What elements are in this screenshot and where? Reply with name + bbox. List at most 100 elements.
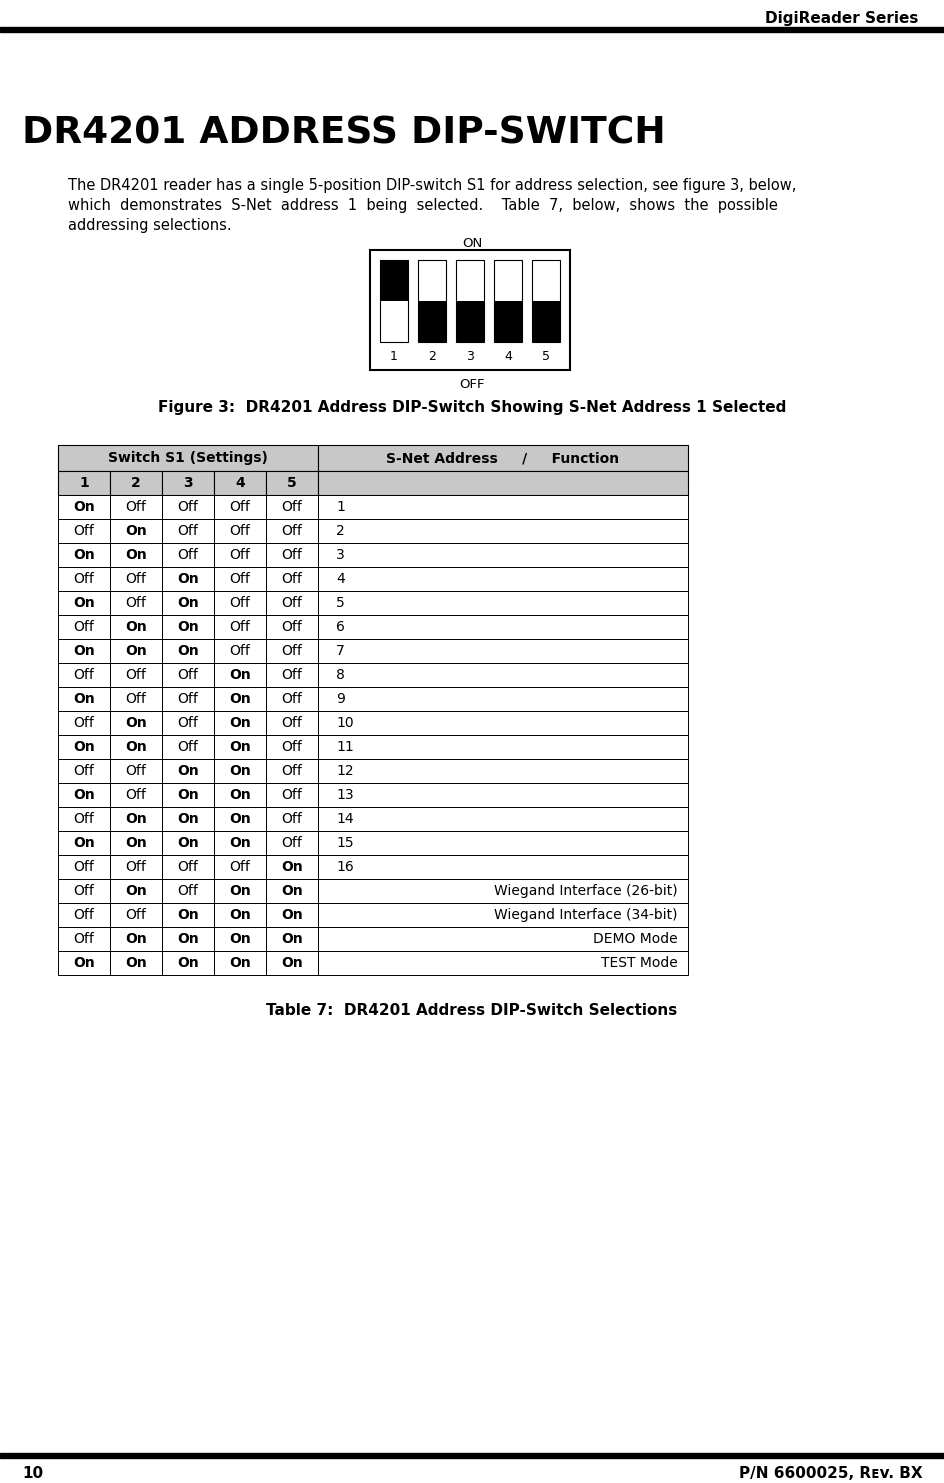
Text: 2: 2 xyxy=(336,523,345,538)
Text: On: On xyxy=(280,957,303,970)
Bar xyxy=(110,951,161,974)
Text: Off: Off xyxy=(126,908,146,922)
Bar xyxy=(58,495,110,519)
Text: On: On xyxy=(228,931,250,946)
Text: 2: 2 xyxy=(428,350,435,363)
Text: 1: 1 xyxy=(336,500,345,515)
Bar xyxy=(110,687,161,710)
Text: Off: Off xyxy=(126,667,146,682)
Bar xyxy=(494,260,521,343)
Bar xyxy=(110,879,161,903)
Text: On: On xyxy=(228,667,250,682)
Text: Off: Off xyxy=(229,620,250,635)
Text: TEST Mode: TEST Mode xyxy=(600,957,677,970)
Text: Off: Off xyxy=(177,549,198,562)
Text: 5: 5 xyxy=(542,350,549,363)
Text: On: On xyxy=(228,813,250,826)
Bar xyxy=(58,807,110,830)
Bar xyxy=(265,951,318,974)
Text: 9: 9 xyxy=(336,693,345,706)
Bar xyxy=(161,710,213,736)
Text: Off: Off xyxy=(74,884,94,899)
Bar xyxy=(265,495,318,519)
Text: Off: Off xyxy=(126,693,146,706)
Bar xyxy=(417,260,446,343)
Text: 14: 14 xyxy=(336,813,353,826)
Text: On: On xyxy=(125,620,146,635)
Bar xyxy=(161,951,213,974)
Text: On: On xyxy=(73,500,94,515)
Text: On: On xyxy=(73,596,94,610)
Bar xyxy=(265,856,318,879)
Text: On: On xyxy=(73,549,94,562)
Text: On: On xyxy=(73,787,94,802)
Text: On: On xyxy=(177,957,198,970)
Bar xyxy=(110,615,161,639)
Bar xyxy=(318,687,687,710)
Text: Off: Off xyxy=(74,764,94,779)
Text: On: On xyxy=(228,787,250,802)
Text: On: On xyxy=(280,860,303,873)
Bar xyxy=(318,495,687,519)
Bar xyxy=(318,472,687,495)
Bar xyxy=(531,301,560,343)
Bar xyxy=(318,856,687,879)
Text: 5: 5 xyxy=(336,596,345,610)
Bar xyxy=(58,951,110,974)
Bar xyxy=(318,783,687,807)
Bar xyxy=(265,663,318,687)
Text: Off: Off xyxy=(229,572,250,586)
Bar xyxy=(318,759,687,783)
Text: 15: 15 xyxy=(336,836,353,850)
Text: On: On xyxy=(177,572,198,586)
Bar xyxy=(58,615,110,639)
Text: ON: ON xyxy=(462,237,481,251)
Text: On: On xyxy=(125,644,146,658)
Text: On: On xyxy=(228,764,250,779)
Bar xyxy=(318,615,687,639)
Text: Off: Off xyxy=(229,644,250,658)
Text: On: On xyxy=(73,957,94,970)
Bar xyxy=(58,927,110,951)
Text: On: On xyxy=(125,740,146,753)
Bar xyxy=(161,543,213,567)
Text: P/N 6600025, Rᴇv. BX: P/N 6600025, Rᴇv. BX xyxy=(738,1465,922,1480)
Bar xyxy=(161,495,213,519)
Bar xyxy=(318,445,687,472)
Text: On: On xyxy=(125,716,146,730)
Bar xyxy=(265,639,318,663)
Bar xyxy=(265,519,318,543)
Bar xyxy=(110,856,161,879)
Text: 1: 1 xyxy=(79,476,89,489)
Text: On: On xyxy=(73,644,94,658)
Text: 6: 6 xyxy=(336,620,345,635)
Text: 2: 2 xyxy=(131,476,141,489)
Bar xyxy=(58,519,110,543)
Text: Off: Off xyxy=(229,523,250,538)
Text: Off: Off xyxy=(177,500,198,515)
Text: Off: Off xyxy=(229,596,250,610)
Bar xyxy=(58,736,110,759)
Bar xyxy=(318,951,687,974)
Bar xyxy=(370,251,569,369)
Bar xyxy=(213,567,265,592)
Bar xyxy=(318,903,687,927)
Text: Off: Off xyxy=(281,572,302,586)
Text: DigiReader Series: DigiReader Series xyxy=(764,10,917,25)
Bar xyxy=(213,927,265,951)
Bar xyxy=(456,301,483,343)
Bar xyxy=(0,1453,944,1458)
Bar xyxy=(110,472,161,495)
Bar xyxy=(161,592,213,615)
Text: which  demonstrates  S-Net  address  1  being  selected.    Table  7,  below,  s: which demonstrates S-Net address 1 being… xyxy=(68,199,777,214)
Text: On: On xyxy=(125,931,146,946)
Text: Off: Off xyxy=(177,884,198,899)
Text: Off: Off xyxy=(177,740,198,753)
Text: 4: 4 xyxy=(336,572,345,586)
Text: Off: Off xyxy=(74,716,94,730)
Text: Off: Off xyxy=(126,860,146,873)
Text: Off: Off xyxy=(281,740,302,753)
Text: Off: Off xyxy=(229,549,250,562)
Text: 3: 3 xyxy=(465,350,474,363)
Text: Off: Off xyxy=(281,693,302,706)
